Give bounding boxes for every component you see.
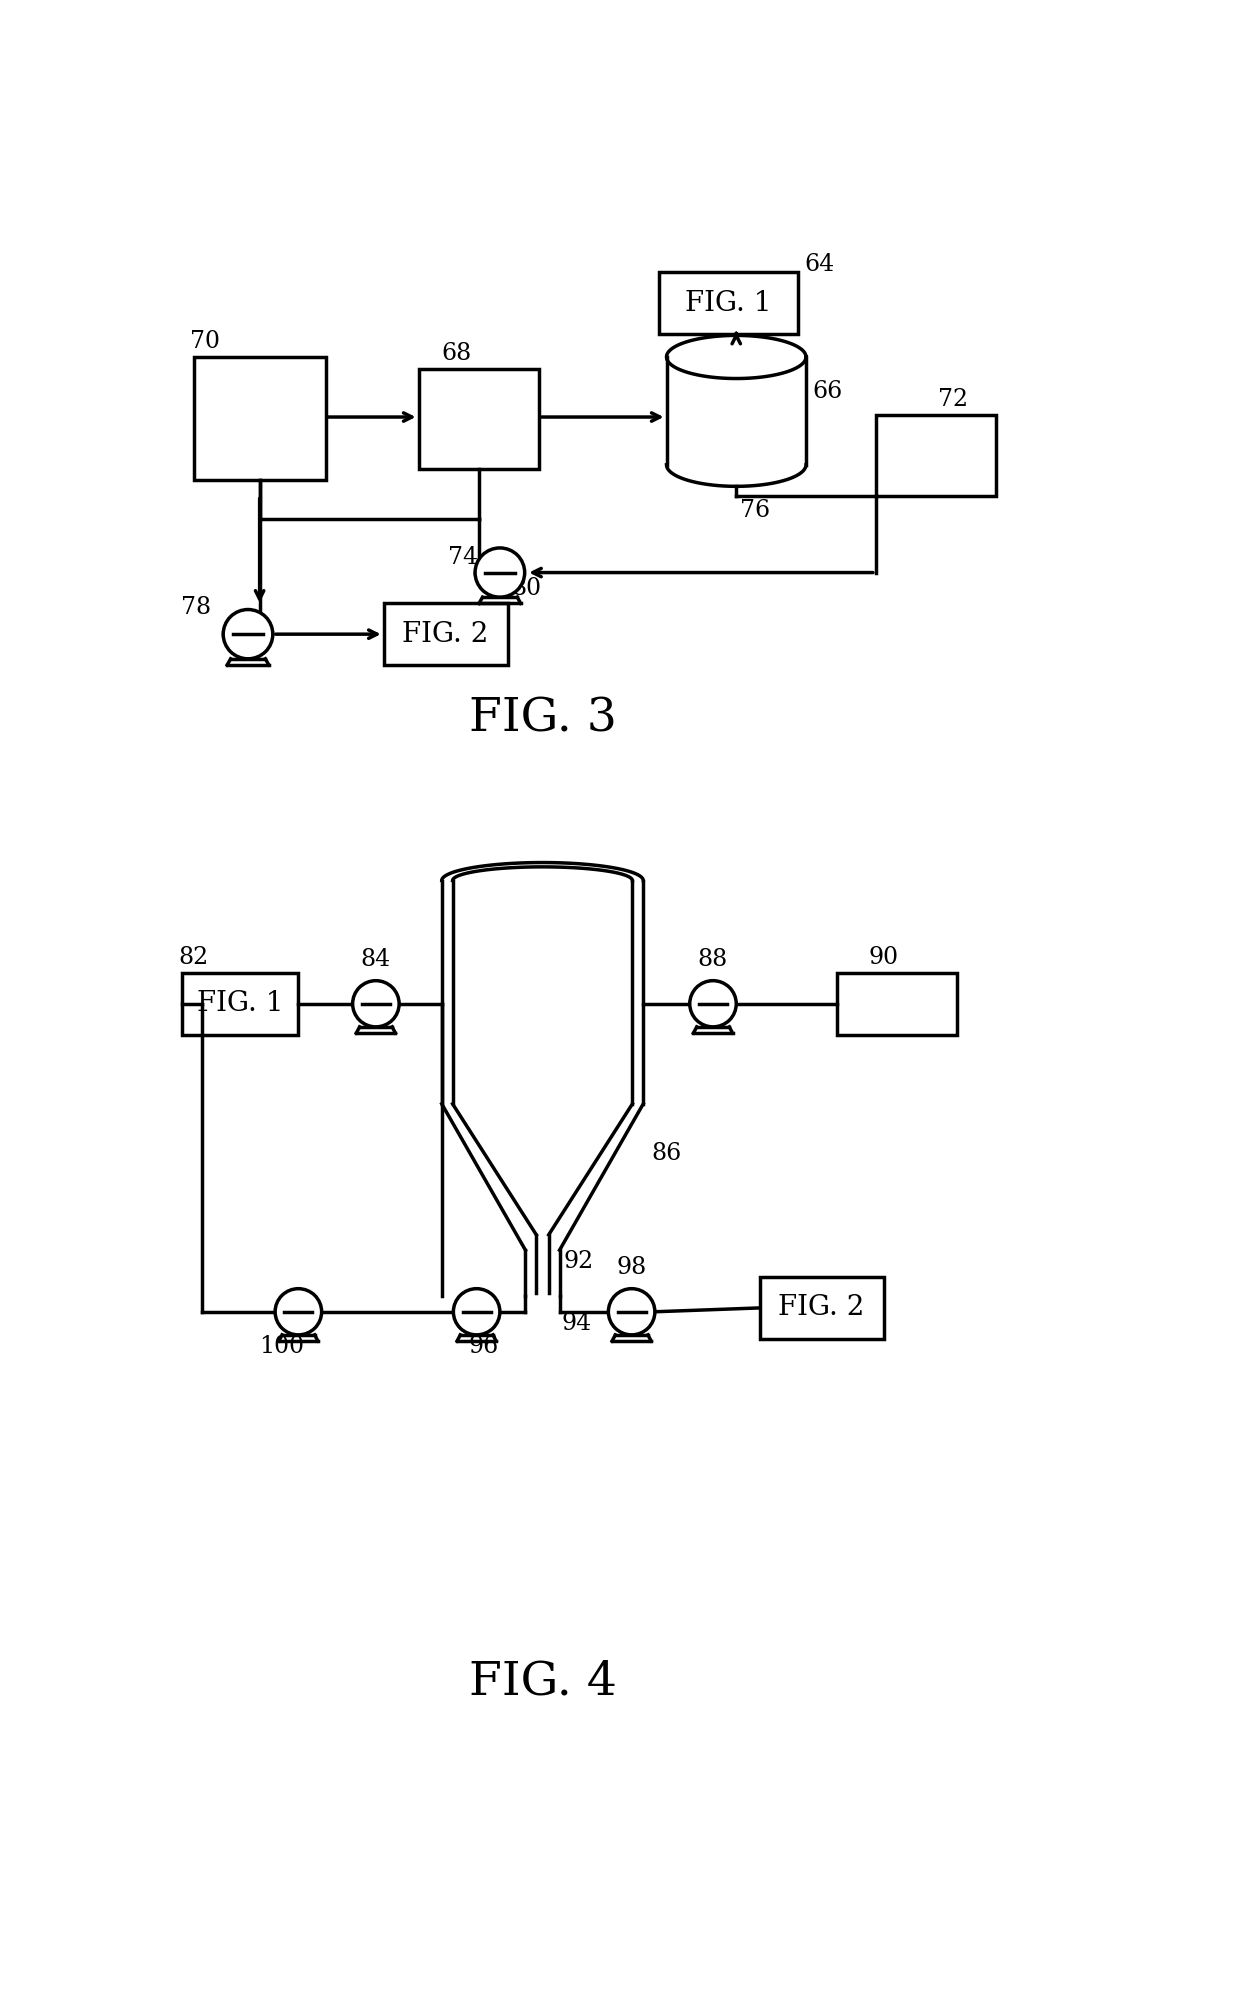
Bar	[419, 369, 538, 468]
Text: FIG. 2: FIG. 2	[779, 1293, 864, 1321]
Text: 82: 82	[179, 947, 208, 969]
Circle shape	[689, 981, 737, 1026]
Text: 98: 98	[616, 1256, 646, 1280]
Bar	[658, 273, 799, 335]
Text: 66: 66	[812, 381, 842, 403]
Bar	[837, 973, 957, 1034]
Text: 72: 72	[937, 389, 968, 411]
Text: 74: 74	[448, 546, 479, 568]
Text: 96: 96	[469, 1335, 500, 1357]
Circle shape	[475, 548, 525, 598]
Text: 94: 94	[560, 1311, 591, 1335]
Bar	[182, 973, 299, 1034]
Circle shape	[223, 610, 273, 660]
Text: 86: 86	[651, 1142, 681, 1166]
Text: FIG. 3: FIG. 3	[469, 696, 616, 741]
Circle shape	[275, 1289, 321, 1335]
Text: 70: 70	[190, 331, 219, 353]
Text: 88: 88	[697, 949, 728, 971]
Text: 80: 80	[511, 576, 542, 600]
Circle shape	[352, 981, 399, 1026]
Text: FIG. 2: FIG. 2	[403, 620, 489, 648]
Circle shape	[609, 1289, 655, 1335]
Text: 78: 78	[181, 596, 211, 618]
Text: 84: 84	[361, 949, 391, 971]
Circle shape	[454, 1289, 500, 1335]
Text: FIG. 4: FIG. 4	[469, 1658, 616, 1704]
Text: 64: 64	[805, 253, 835, 277]
Text: 90: 90	[868, 947, 898, 969]
Bar	[759, 1278, 883, 1339]
Text: 92: 92	[563, 1250, 594, 1274]
Text: 100: 100	[259, 1335, 305, 1357]
Text: FIG. 1: FIG. 1	[686, 289, 771, 317]
Text: FIG. 1: FIG. 1	[197, 991, 284, 1016]
Bar	[383, 604, 507, 666]
Bar	[875, 415, 996, 496]
Bar	[193, 357, 325, 480]
Text: 76: 76	[740, 500, 770, 522]
Text: 68: 68	[441, 341, 472, 365]
